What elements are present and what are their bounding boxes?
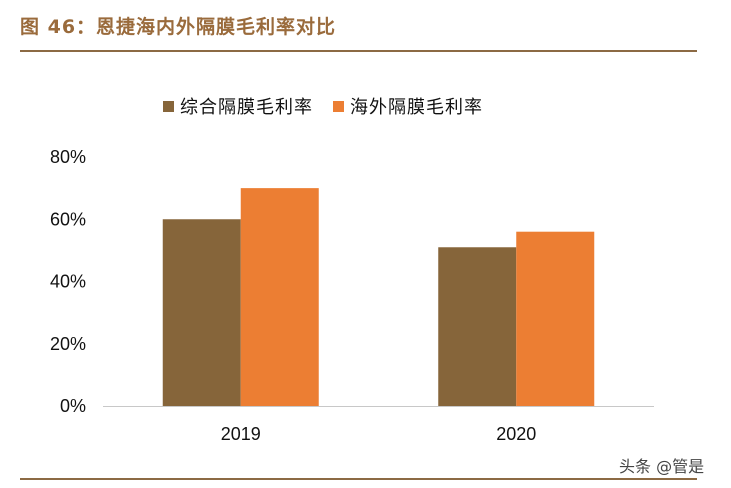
- legend-swatch-series-2: [333, 100, 344, 112]
- bar-综合隔膜毛利率-2020: [438, 247, 517, 406]
- figure-title: 图 46：恩捷海内外隔膜毛利率对比: [20, 16, 337, 38]
- y-tick-label: 0%: [60, 396, 86, 416]
- bar-海外隔膜毛利率-2020: [516, 231, 595, 406]
- bar-海外隔膜毛利率-2019: [240, 188, 319, 406]
- y-tick-label: 80%: [50, 147, 86, 167]
- y-tick-label: 40%: [50, 272, 86, 292]
- x-tick-label: 2020: [496, 424, 536, 444]
- legend-item-series-2: 海外隔膜毛利率: [333, 93, 483, 119]
- chart-legend: 综合隔膜毛利率 海外隔膜毛利率: [163, 93, 503, 119]
- legend-item-series-1: 综合隔膜毛利率: [163, 93, 313, 119]
- bar-综合隔膜毛利率-2019: [162, 219, 241, 406]
- x-tick-label: 2019: [221, 424, 261, 444]
- legend-label-series-2: 海外隔膜毛利率: [350, 97, 483, 118]
- legend-swatch-series-1: [163, 100, 174, 112]
- y-tick-label: 60%: [50, 209, 86, 229]
- y-tick-label: 20%: [50, 334, 86, 354]
- top-divider: [20, 50, 697, 52]
- watermark-text: 头条 @管是: [619, 457, 705, 476]
- legend-label-series-1: 综合隔膜毛利率: [180, 97, 313, 118]
- bottom-divider: [20, 478, 697, 480]
